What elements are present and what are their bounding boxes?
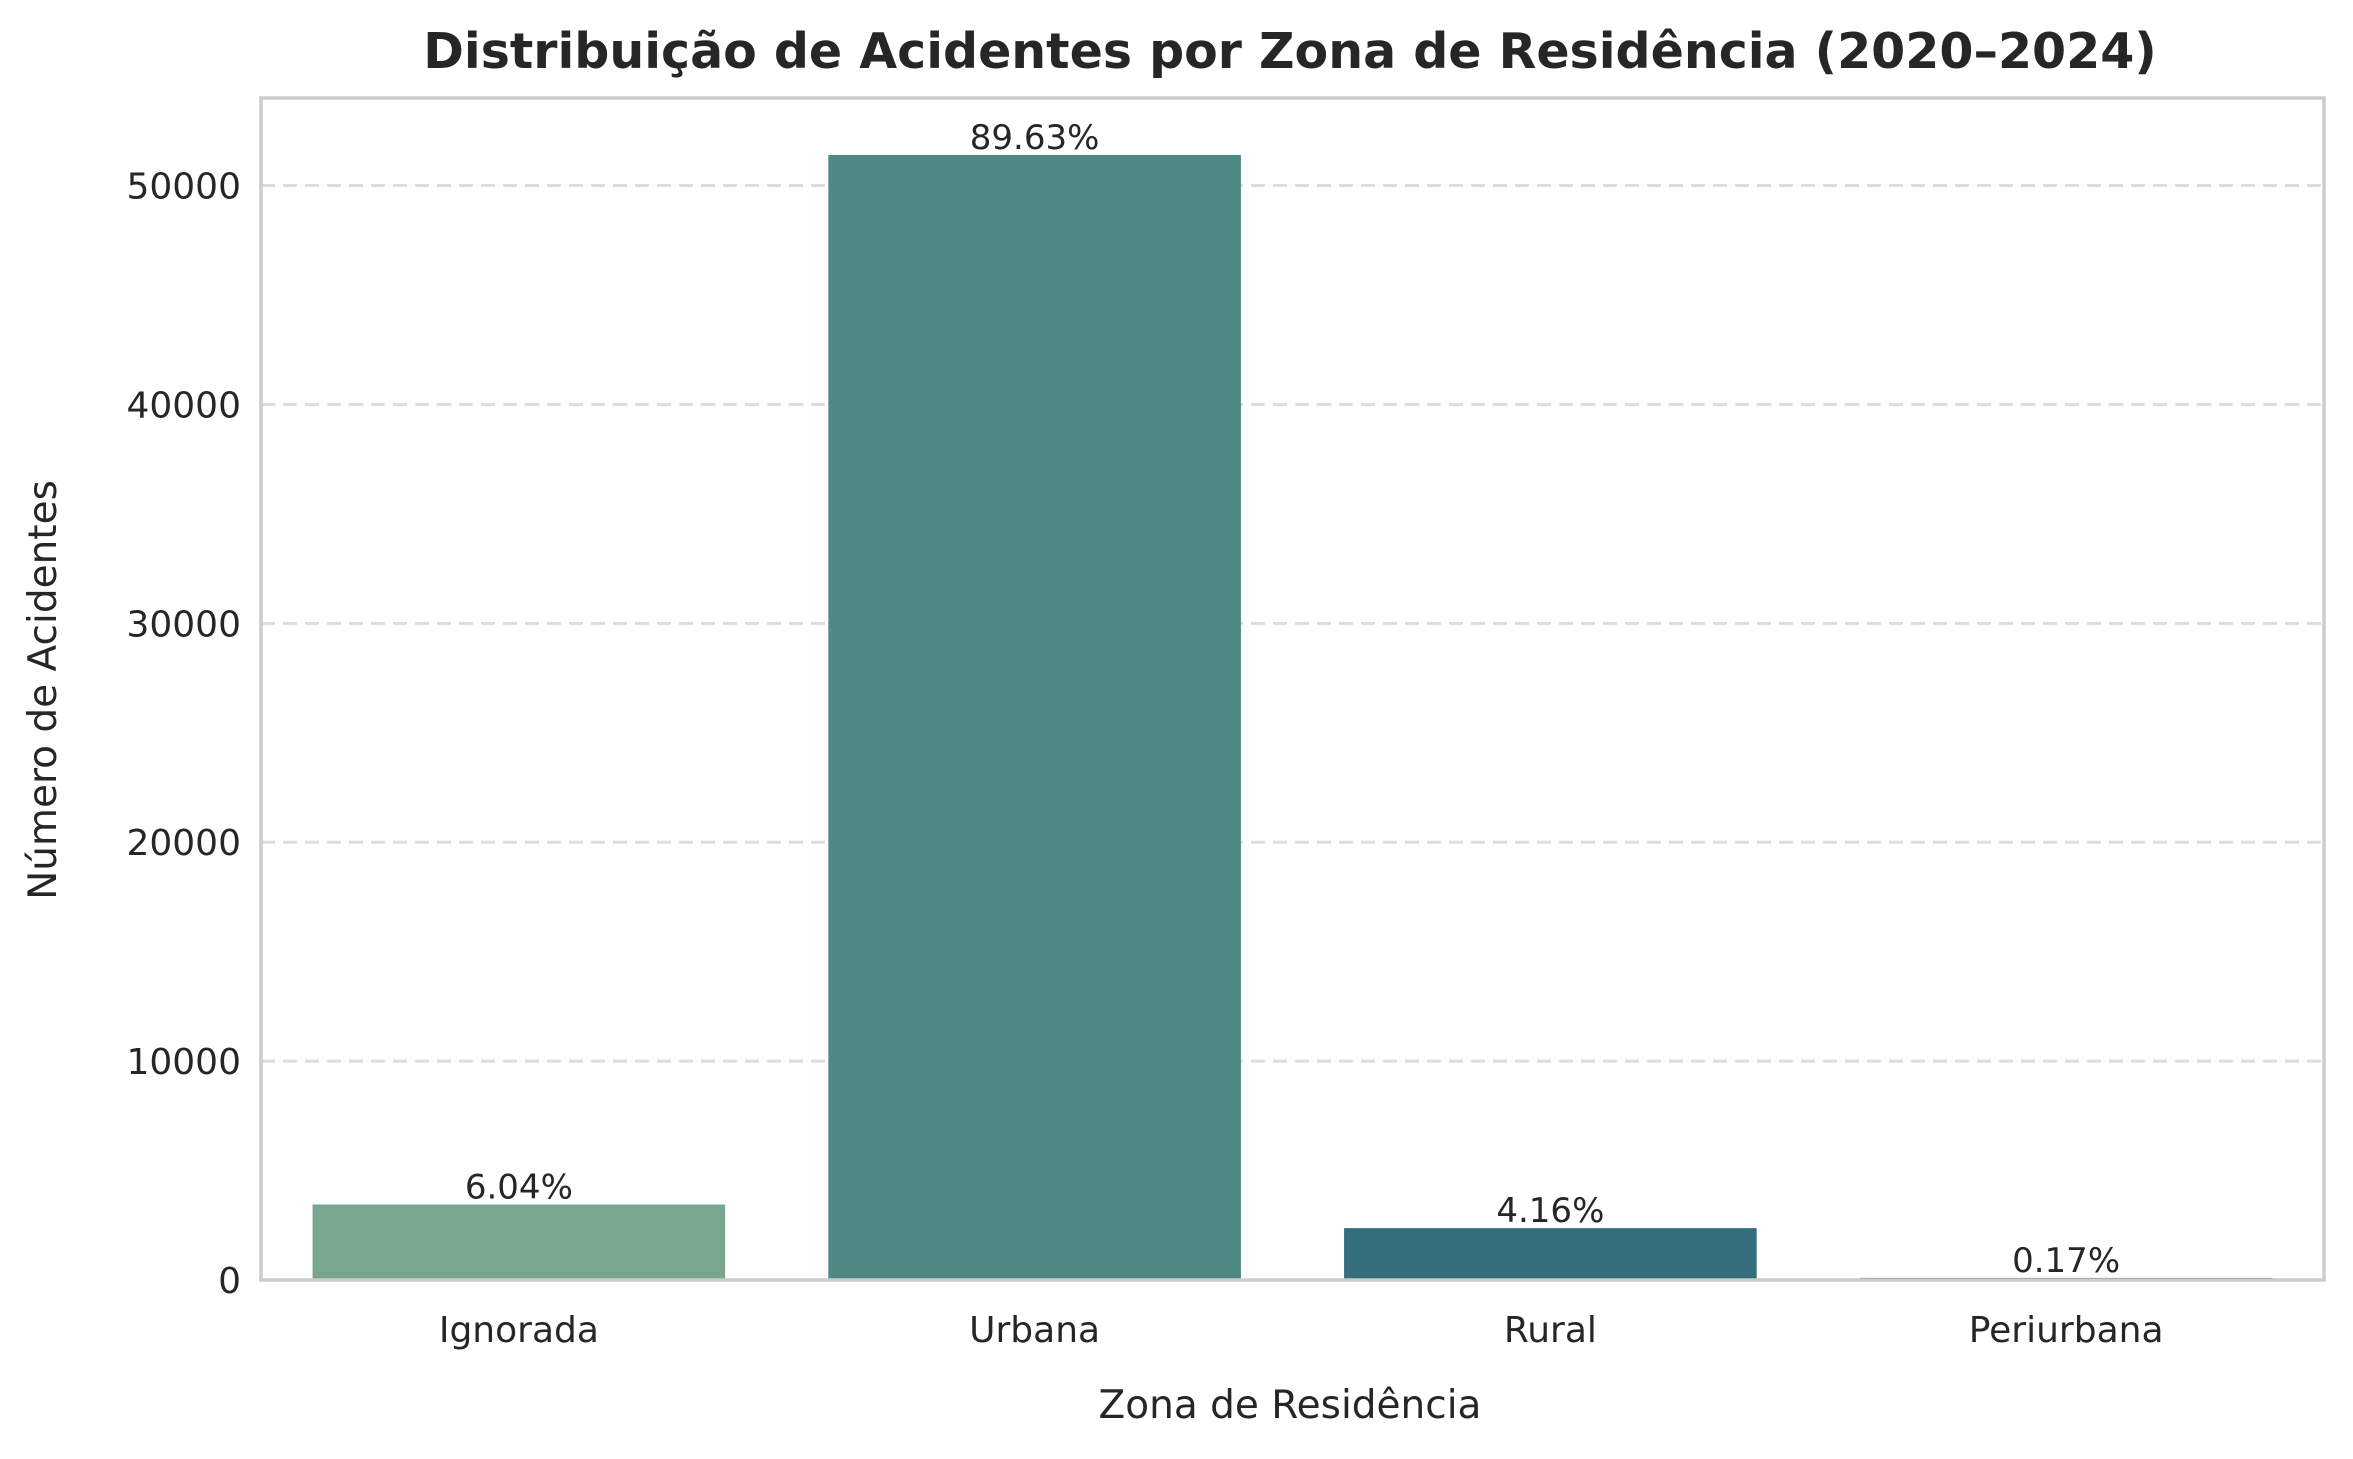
y-axis-ticks: 0 10000 20000 30000 40000 50000 [126, 167, 241, 1302]
data-labels: 6.04% 89.63% 4.16% 0.17% [465, 118, 2120, 1281]
x-tick-label: Rural [1504, 1310, 1597, 1351]
y-tick-label: 20000 [126, 823, 241, 864]
bar-ignorada [312, 1204, 726, 1280]
x-axis-ticks: Ignorada Urbana Rural Periurbana [439, 1310, 2164, 1351]
y-tick-label: 10000 [126, 1042, 241, 1083]
bars [312, 154, 2273, 1280]
data-label-ignorada: 6.04% [465, 1167, 573, 1207]
chart-title: Distribuição de Acidentes por Zona de Re… [423, 23, 2156, 80]
grid-lines [261, 184, 2324, 1063]
x-tick-label: Periurbana [1969, 1310, 2164, 1351]
x-tick-label: Urbana [969, 1310, 1100, 1351]
y-tick-label: 40000 [126, 385, 241, 426]
y-tick-label: 0 [218, 1261, 241, 1302]
data-label-periurbana: 0.17% [2012, 1241, 2120, 1281]
y-axis-label: Número de Acidentes [21, 480, 66, 900]
y-tick-label: 30000 [126, 604, 241, 645]
data-label-urbana: 89.63% [970, 118, 1100, 158]
bar-urbana [828, 154, 1241, 1280]
x-tick-label: Ignorada [439, 1310, 599, 1351]
y-tick-label: 50000 [126, 167, 241, 208]
bar-rural [1344, 1228, 1757, 1280]
x-axis-label: Zona de Residência [1099, 1383, 1482, 1428]
data-label-rural: 4.16% [1496, 1191, 1604, 1231]
plot-frame [259, 96, 2326, 1282]
